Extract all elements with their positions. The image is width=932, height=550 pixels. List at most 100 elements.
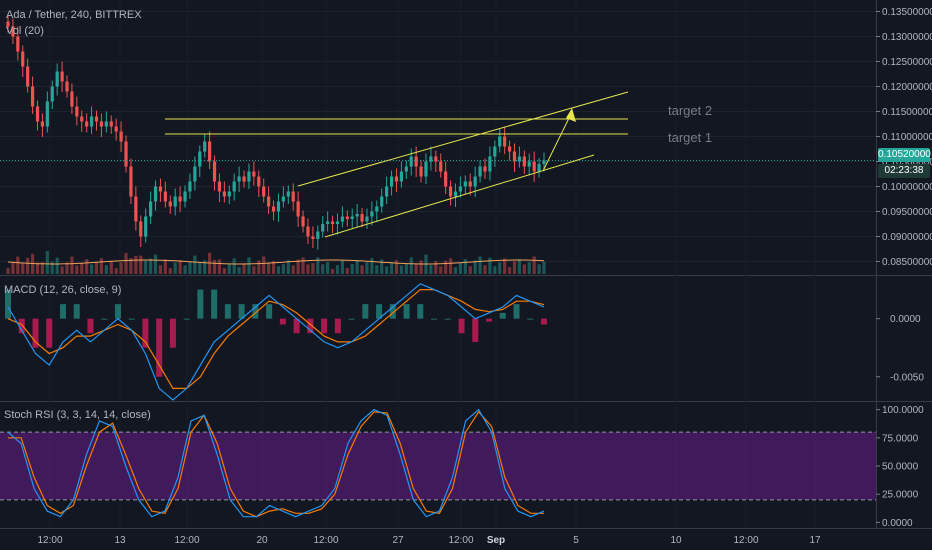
candle-body (478, 166, 482, 177)
price-tick-label: 0.09000000 (882, 232, 932, 243)
volume-bar (99, 258, 104, 274)
volume-bar (316, 257, 320, 274)
candle-body (330, 221, 335, 224)
price-tick-label: 0.12500000 (882, 57, 932, 68)
volume-bar (399, 265, 403, 274)
volume-bar (94, 262, 99, 274)
candle-body (419, 166, 423, 177)
volume-bar (296, 259, 300, 274)
macd-histogram-bar (101, 318, 108, 320)
candle-body (321, 224, 325, 232)
macd-histogram-bar (431, 318, 438, 320)
candle-body (227, 191, 231, 197)
projection-arrow-head (566, 108, 576, 122)
volume-bar (45, 251, 49, 274)
price-tick-label: 0.09500000 (882, 207, 932, 218)
candle-body (232, 181, 236, 192)
volume-bar (370, 258, 374, 274)
macd-histogram-bar (266, 304, 273, 319)
axes-layer: 0.13500000 0.13000000 0.12500000 0.12000000… (37, 7, 932, 546)
volume-bar (212, 259, 217, 274)
candle-body (262, 186, 266, 197)
volume-bar (463, 259, 467, 274)
time-tick-label: Sep (487, 535, 505, 546)
volume-bar (227, 264, 231, 274)
stoch-k-line (7, 408, 545, 518)
candle-body (217, 181, 222, 192)
price-tick-label: 0.13000000 (882, 32, 932, 43)
volume-bar (222, 268, 226, 274)
candle-body (365, 216, 369, 222)
volume-bar (375, 265, 379, 274)
candle-body (144, 216, 148, 237)
volume-bar (281, 264, 285, 274)
candle-body (6, 21, 10, 27)
candle-body (21, 51, 25, 67)
volume-bar (448, 258, 453, 274)
macd-pane[interactable] (5, 283, 547, 401)
time-tick-label: 12:00 (37, 535, 62, 546)
volume-bar (537, 264, 541, 274)
time-tick-label: 12:00 (733, 535, 758, 546)
volume-bar (75, 265, 79, 274)
price-tick-label: 0.11000000 (882, 132, 932, 143)
candle-body (355, 214, 359, 217)
candle-body (301, 216, 305, 227)
volume-bar (350, 264, 354, 274)
volume-bar (149, 258, 153, 274)
candle-body (50, 86, 54, 102)
candle-body (316, 231, 320, 239)
macd-histogram-bar (362, 304, 369, 319)
candle-body (183, 191, 187, 202)
candle-body (444, 171, 448, 187)
volume-bar (198, 262, 202, 274)
candle-body (30, 86, 35, 107)
volume-bar (385, 266, 389, 274)
volume-bar (188, 261, 192, 274)
volume-bar (409, 257, 413, 274)
candle-body (158, 186, 163, 192)
macd-tick-label: 0.0000 (890, 314, 921, 325)
volume-bar (493, 266, 497, 274)
macd-histogram-bar (211, 289, 218, 319)
channel-upper-line (297, 91, 629, 187)
time-tick-label: 27 (392, 535, 404, 546)
macd-histogram-bar (403, 304, 410, 319)
volume-bar (345, 268, 349, 274)
candle-body (40, 121, 45, 127)
macd-histogram-bar (73, 304, 80, 319)
volume-bar (193, 255, 197, 274)
candle-body (335, 221, 340, 224)
volume-bar (458, 263, 463, 274)
macd-histogram-bar (348, 318, 355, 320)
volume-ma-line (7, 259, 545, 265)
volume-bar (355, 260, 359, 274)
price-pane[interactable] (6, 15, 546, 250)
channel-lower-line (324, 154, 595, 238)
time-tick-label: 12:00 (174, 535, 199, 546)
candle-body (134, 196, 138, 222)
candle-body (291, 191, 295, 202)
volume-bar (512, 261, 517, 274)
macd-histogram-bar (87, 318, 94, 334)
macd-signal-line (7, 289, 545, 389)
candle-body (237, 176, 241, 182)
candle-body (60, 71, 64, 82)
stoch-rsi-pane[interactable] (0, 408, 876, 518)
volume-bar (60, 266, 64, 274)
volume-bar (276, 266, 281, 274)
macd-histogram-bar (18, 318, 25, 334)
volume-bar (80, 263, 84, 274)
macd-histogram-bar (307, 318, 314, 334)
candle-body (350, 216, 354, 219)
volume-bar (439, 266, 443, 274)
volume-bar (335, 265, 340, 274)
candle-body (222, 191, 226, 197)
candle-body (542, 160, 546, 164)
volume-bar (522, 264, 526, 274)
candle-body (517, 156, 522, 162)
candle-body (35, 106, 40, 122)
stoch-label: Stoch RSI (3, 3, 14, 14, close) (4, 409, 151, 421)
candle-body (385, 186, 389, 197)
